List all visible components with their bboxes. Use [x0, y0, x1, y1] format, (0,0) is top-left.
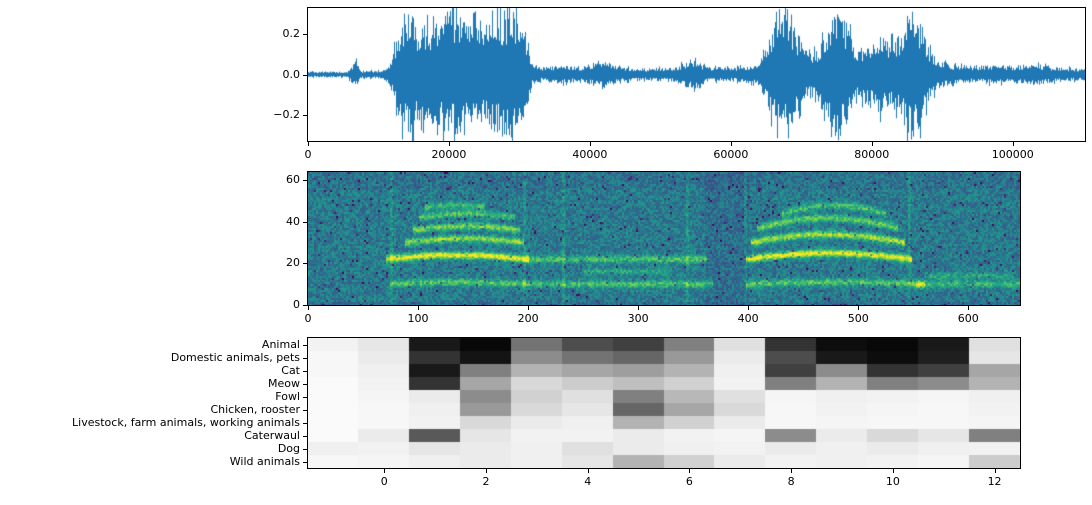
tick-mark: [791, 469, 793, 473]
tick-mark: [1012, 142, 1014, 146]
class-row-label: Caterwaul: [244, 428, 300, 442]
class-row-label: Domestic animals, pets: [170, 350, 300, 364]
waveform-y-tick-label: −0.2: [273, 107, 300, 121]
waveform-x-tick-label: 0: [304, 148, 312, 161]
spectrogram-axes: [307, 171, 1021, 306]
waveform-x-tick-label: 40000: [572, 148, 608, 161]
class-heatmap-canvas: [308, 338, 1020, 468]
class-row-label: Animal: [261, 337, 300, 351]
class-x-tick-label: 12: [987, 475, 1002, 488]
tick-mark: [589, 142, 591, 146]
spectrogram-y-tick-label: 20: [286, 256, 300, 270]
class-x-tick-label: 0: [380, 475, 388, 488]
class-row-label: Chicken, rooster: [210, 402, 300, 416]
tick-mark: [308, 142, 309, 146]
spectrogram-x-tick-label: 100: [407, 312, 429, 325]
waveform-x-tick-label: 60000: [713, 148, 749, 161]
class-row-label: Fowl: [275, 389, 300, 403]
spectrogram-x-tick-label: 200: [517, 312, 539, 325]
spectrogram-x-tick-label: 400: [737, 312, 759, 325]
class-x-tick-label: 2: [482, 475, 490, 488]
class-row-label: Cat: [281, 363, 300, 377]
tick-mark: [689, 469, 691, 473]
class-row-label: Livestock, farm animals, working animals: [72, 415, 300, 429]
spectrogram-canvas: [308, 172, 1020, 305]
class-heatmap-axes: [307, 337, 1021, 469]
tick-mark: [587, 469, 589, 473]
class-row-label: Wild animals: [229, 454, 300, 468]
spectrogram-y-tick-label: 0: [293, 298, 300, 311]
spectrogram-x-tick-label: 500: [847, 312, 869, 325]
tick-mark: [892, 469, 894, 473]
spectrogram-x-tick-label: 600: [957, 312, 979, 325]
waveform-y-tick-label: 0.2: [282, 27, 301, 41]
waveform-canvas: [308, 8, 1085, 141]
tick-mark: [486, 469, 487, 473]
spectrogram-x-tick-label: 0: [304, 312, 312, 325]
class-row-label: Meow: [268, 376, 300, 390]
waveform-x-tick-label: 100000: [991, 148, 1034, 161]
spectrogram-x-tick-label: 300: [627, 312, 649, 325]
class-x-tick-label: 4: [584, 475, 592, 488]
tick-mark: [418, 306, 420, 310]
tick-mark: [730, 142, 732, 146]
tick-mark: [308, 306, 309, 310]
tick-mark: [528, 306, 530, 310]
waveform-x-tick-label: 80000: [854, 148, 890, 161]
tick-mark: [994, 469, 996, 473]
tick-mark: [968, 306, 970, 310]
spectrogram-y-tick-label: 60: [286, 173, 300, 187]
class-x-tick-label: 10: [885, 475, 900, 488]
spectrogram-y-tick-label: 40: [286, 214, 300, 228]
tick-mark: [448, 142, 450, 146]
class-x-tick-label: 8: [787, 475, 795, 488]
tick-mark: [638, 306, 640, 310]
tick-mark: [384, 469, 386, 473]
tick-mark: [748, 306, 750, 310]
waveform-y-tick-label: 0.0: [282, 67, 301, 81]
waveform-x-tick-label: 20000: [431, 148, 467, 161]
class-row-label: Dog: [277, 441, 300, 455]
tick-mark: [871, 142, 873, 146]
tick-mark: [858, 306, 860, 310]
waveform-axes: [307, 7, 1086, 142]
class-x-tick-label: 6: [685, 475, 693, 488]
